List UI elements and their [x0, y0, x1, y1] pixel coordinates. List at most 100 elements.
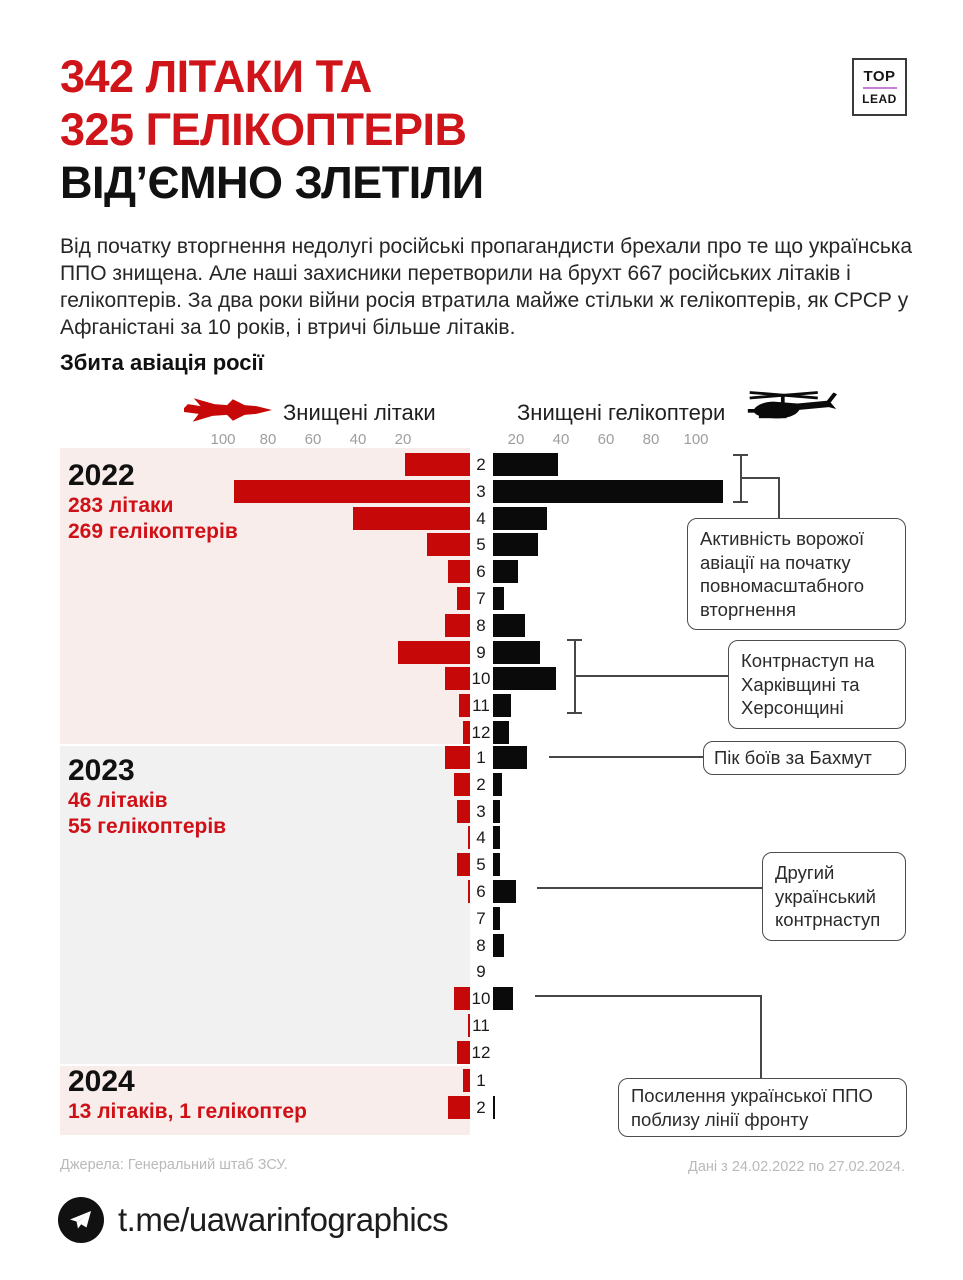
axis-tick-planes-40: 40 [349, 431, 367, 448]
bar-helicopters-2022-10 [493, 667, 556, 691]
month-label-2022-6: 6 [476, 562, 486, 582]
month-label-2023-10: 10 [471, 989, 491, 1009]
connector-second-counteroffensive [537, 887, 762, 889]
axis-tick-helicopters-40: 40 [552, 431, 570, 448]
bar-planes-2022-8 [445, 613, 470, 637]
bar-planes-2023-11 [467, 1014, 470, 1037]
bar-helicopters-2022-8 [493, 613, 525, 637]
telegram-handle[interactable]: t.me/uawarinfographics [118, 1201, 449, 1238]
bar-planes-2024-1 [463, 1069, 470, 1092]
connector-counteroffensive [575, 675, 728, 677]
bar-helicopters-2022-9 [493, 640, 541, 664]
connector-bakhmut [549, 756, 703, 758]
bar-helicopters-2022-5 [493, 533, 538, 557]
bar-planes-2022-2 [404, 453, 470, 476]
page-title: 342 ЛІТАКИ ТА 325 ГЕЛІКОПТЕРІВ ВІД’ЄМНО … [60, 50, 484, 209]
month-label-2023-12: 12 [471, 1042, 491, 1062]
axis-tick-planes-100: 100 [210, 431, 236, 448]
intro-paragraph: Від початку вторгнення недолугі російськ… [60, 235, 913, 339]
year-text-2023: 2023 [68, 754, 135, 787]
year-summary-2023-0: 46 літаків [68, 789, 168, 812]
month-label-2023-6: 6 [476, 882, 486, 901]
month-label-2022-7: 7 [476, 589, 486, 608]
bar-planes-2023-10 [454, 987, 470, 1011]
telegram-row[interactable]: t.me/uawarinfographics [58, 1197, 449, 1243]
bar-planes-2023-2 [454, 772, 470, 796]
month-label-2022-2: 2 [476, 455, 486, 474]
bar-planes-2022-9 [398, 640, 470, 664]
toplead-logo-divider [862, 87, 897, 89]
title-line-1: 342 ЛІТАКИ ТА [60, 51, 372, 102]
month-label-2023-1: 1 [476, 748, 486, 767]
bar-planes-2022-6 [447, 560, 470, 584]
month-label-2022-12: 12 [471, 723, 491, 742]
annotation-counteroffensive: Контрнаступ на Харківщині та Херсонщині [728, 640, 906, 729]
chart-heading: Збита авіація росії [60, 350, 264, 375]
bar-helicopters-2024-2 [493, 1095, 496, 1119]
toplead-logo-top: TOP [863, 68, 896, 85]
legend-planes-label: Знищені літаки [283, 400, 436, 425]
year-summary-2024-0: 13 літаків, 1 гелікоптер [68, 1100, 307, 1123]
axis-tick-helicopters-100: 100 [683, 431, 709, 448]
bar-helicopters-2022-3 [493, 479, 723, 503]
axis-tick-helicopters-20: 20 [507, 431, 525, 448]
bar-planes-2023-5 [456, 853, 470, 877]
month-label-2023-9: 9 [476, 962, 486, 982]
year-text-2024: 2024 [68, 1065, 135, 1098]
month-label-2024-1: 1 [476, 1071, 486, 1090]
title-line-2: 325 ГЕЛІКОПТЕРІВ [60, 104, 467, 155]
axis-tick-helicopters-60: 60 [597, 431, 615, 448]
bar-planes-2024-2 [447, 1095, 470, 1119]
bar-planes-2023-1 [445, 746, 470, 769]
bar-helicopters-2022-4 [493, 506, 547, 530]
connector-invasion-h [741, 477, 779, 479]
legend-helicopters-label: Знищені гелікоптери [517, 400, 726, 425]
bracket-counteroffensive-line [574, 640, 576, 713]
year-label-2022: 2022 283 літаки 269 гелікоптерів [68, 460, 408, 544]
bar-helicopters-2023-2 [493, 772, 502, 796]
date-range-note: Дані з 24.02.2022 по 27.02.2024. [688, 1159, 905, 1175]
year-label-2023: 2023 46 літаків 55 гелікоптерів [68, 755, 408, 839]
bar-planes-2022-3 [233, 479, 470, 503]
bar-planes-2022-10 [445, 667, 470, 691]
month-label-2023-2: 2 [476, 774, 486, 794]
bar-planes-2023-3 [456, 799, 470, 823]
month-label-2023-4: 4 [476, 828, 486, 848]
month-label-2022-5: 5 [476, 535, 486, 555]
bracket-invasion-cap-bottom [733, 501, 748, 503]
bar-helicopters-2022-2 [493, 453, 559, 476]
month-label-2022-4: 4 [476, 508, 486, 528]
bar-helicopters-2023-6 [493, 880, 516, 903]
annotation-invasion: Активність ворожої авіації на початку по… [687, 518, 906, 630]
bar-helicopters-2023-3 [493, 799, 500, 823]
month-label-2022-8: 8 [476, 615, 486, 635]
bar-planes-2022-11 [458, 694, 470, 718]
month-label-2022-10: 10 [471, 669, 491, 689]
year-summary-2023-1: 55 гелікоптерів [68, 815, 227, 838]
month-label-2022-3: 3 [476, 481, 486, 501]
year-summary-2022-1: 269 гелікоптерів [68, 520, 238, 543]
bar-helicopters-2023-4 [493, 826, 500, 850]
year-text-2022: 2022 [68, 459, 135, 492]
toplead-logo: TOP LEAD [852, 58, 907, 116]
month-label-2023-11: 11 [472, 1016, 490, 1035]
axis-tick-helicopters-80: 80 [642, 431, 660, 448]
year-panel-2023 [60, 746, 470, 1064]
bar-helicopters-2023-10 [493, 987, 514, 1011]
bracket-invasion-line [740, 455, 742, 502]
bar-helicopters-2022-6 [493, 560, 518, 584]
bar-planes-2022-5 [427, 533, 470, 557]
bar-planes-2023-12 [456, 1040, 470, 1064]
month-label-2023-3: 3 [476, 801, 486, 821]
month-label-2022-11: 11 [472, 696, 490, 716]
annotation-air-defense: Посилення української ППО поблизу лінії … [618, 1078, 907, 1137]
fighter-jet-icon [184, 397, 272, 430]
bar-helicopters-2023-1 [493, 746, 527, 769]
year-panel-2024 [60, 1066, 470, 1135]
axis-tick-planes-20: 20 [394, 431, 412, 448]
bracket-counteroffensive-cap-top [567, 639, 582, 641]
bar-planes-2022-7 [456, 587, 470, 610]
telegram-icon[interactable] [58, 1197, 104, 1243]
